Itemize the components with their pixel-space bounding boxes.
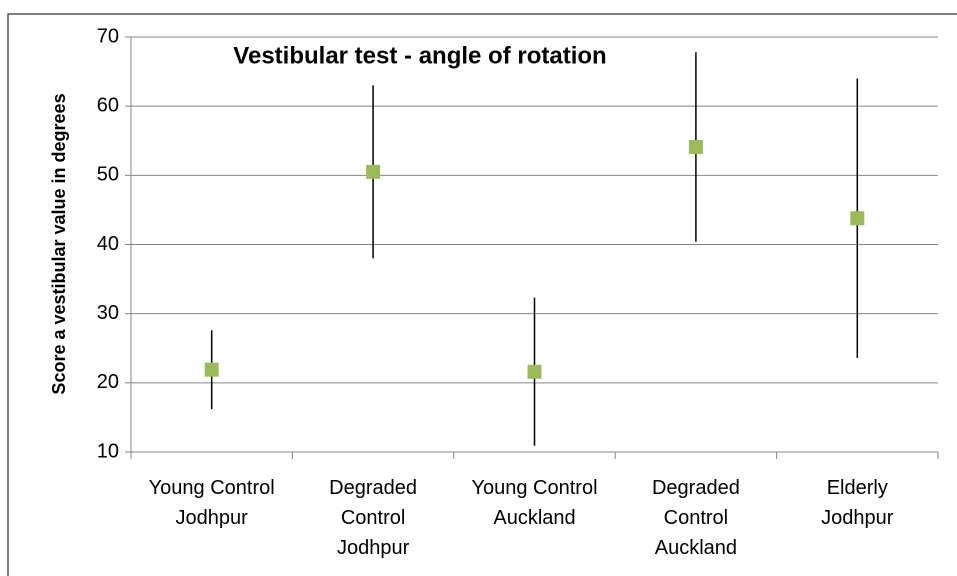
y-tick-label: 70 — [97, 25, 119, 47]
x-tick-label: Degraded Control Jodhpur — [329, 477, 418, 559]
y-tick-label: 40 — [97, 233, 119, 255]
x-tick-label: Elderly Jodhpur — [821, 477, 894, 529]
marker — [204, 362, 219, 377]
y-axis-label: Score a vestibular value in degrees — [49, 93, 69, 394]
marker — [366, 164, 381, 179]
marker — [850, 211, 865, 226]
marker — [527, 364, 542, 379]
x-tick-label: Young Control Auckland — [471, 477, 598, 529]
chart-frame — [7, 13, 957, 576]
y-tick-label: 10 — [97, 440, 119, 462]
y-tick-label: 20 — [97, 371, 119, 393]
chart-title: Vestibular test - angle of rotation — [233, 42, 606, 69]
y-tick-label: 60 — [97, 94, 119, 116]
x-tick-label: Young Control Jodhpur — [148, 477, 275, 529]
y-tick-label: 30 — [97, 302, 119, 324]
y-tick-label: 50 — [97, 164, 119, 186]
marker — [688, 139, 703, 154]
x-tick-label: Degraded Control Auckland — [651, 477, 740, 559]
